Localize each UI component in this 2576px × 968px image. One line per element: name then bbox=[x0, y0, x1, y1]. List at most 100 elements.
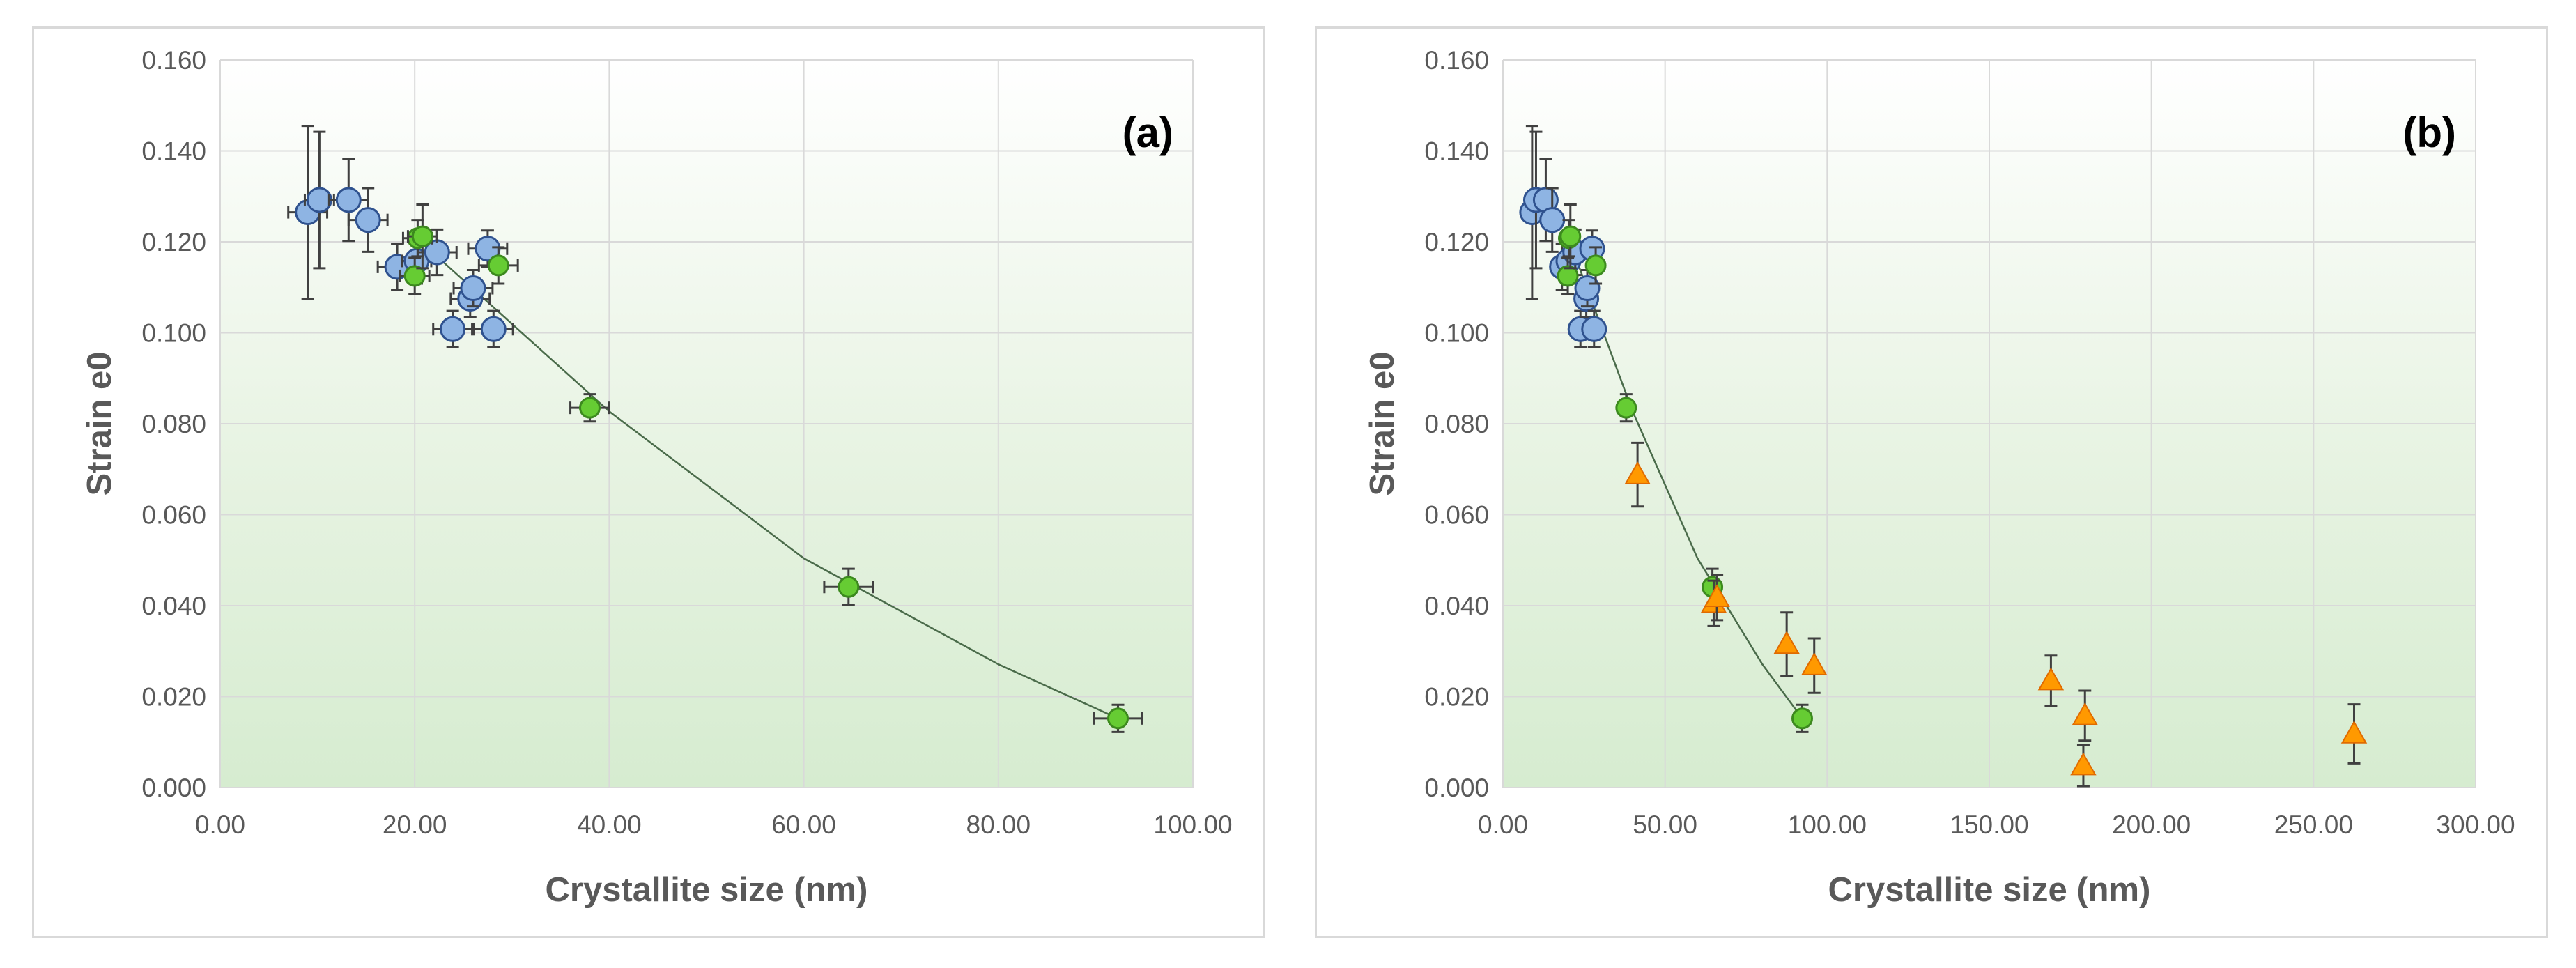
chart-a-x-tick-label: 0.00 bbox=[195, 810, 245, 839]
chart-b-y-tick-label: 0.000 bbox=[1424, 774, 1489, 802]
chart-a-circle-marker bbox=[355, 207, 381, 233]
chart-a-svg: 0.000 0.020 0.040 0.060 0.080 0.100 0.120 0.140… bbox=[81, 46, 1233, 909]
chart-b-orange-point bbox=[1704, 574, 1730, 622]
chart-b-triangle-marker bbox=[1624, 461, 1651, 484]
chart-a-y-tick-label: 0.000 bbox=[141, 774, 206, 802]
chart-b-orange-point bbox=[2340, 703, 2368, 765]
chart-b-circle-marker bbox=[1791, 707, 1814, 730]
chart-a-trendline bbox=[414, 236, 1119, 719]
chart-b-orange-point bbox=[2070, 744, 2097, 788]
chart-b-panel-label: (b) bbox=[2403, 109, 2456, 156]
chart-b-triangle-marker bbox=[1704, 584, 1730, 608]
chart-a-circle-marker bbox=[335, 187, 362, 213]
chart-a-circle-marker bbox=[838, 576, 860, 598]
chart-b-orange-point bbox=[1773, 611, 1800, 677]
chart-b-x-tick-label: 50.00 bbox=[1633, 810, 1697, 839]
chart-b-triangle-marker bbox=[2072, 702, 2098, 725]
chart-a-blue-point bbox=[452, 268, 494, 308]
chart-a-circle-marker bbox=[460, 275, 486, 302]
chart-a-panel-label: (a) bbox=[1123, 109, 1173, 156]
chart-b-y-tick-label: 0.080 bbox=[1424, 410, 1489, 438]
chart-b-y-tick-label: 0.120 bbox=[1424, 228, 1489, 256]
chart-a-blue-point bbox=[303, 130, 335, 270]
chart-b-x-tick-label: 100.00 bbox=[1788, 810, 1867, 839]
chart-a-blue-point bbox=[347, 187, 389, 253]
chart-b-x-axis-title: Crystallite size (nm) bbox=[1828, 871, 2151, 909]
chart-a-y-tick-label: 0.160 bbox=[141, 46, 206, 75]
chart-b-orange-point bbox=[1624, 441, 1651, 508]
chart-a-x-tick-label: 60.00 bbox=[771, 810, 836, 839]
chart-b-circle-marker bbox=[1615, 397, 1637, 419]
chart-a-y-tick-label: 0.120 bbox=[141, 228, 206, 256]
chart-a-green-point bbox=[399, 256, 431, 295]
chart-b-green-point bbox=[1791, 703, 1814, 733]
chart-a-circle-marker bbox=[578, 397, 601, 419]
chart-a-green-point bbox=[1093, 703, 1143, 733]
chart-a-y-axis-title: Strain e0 bbox=[81, 352, 118, 496]
chart-b-trendline bbox=[1566, 236, 1803, 719]
chart-b-y-tick-label: 0.020 bbox=[1424, 683, 1489, 712]
chart-b-x-tick-label: 150.00 bbox=[1950, 810, 2028, 839]
chart-b-green-point bbox=[1584, 246, 1607, 285]
chart-a-y-tick-label: 0.080 bbox=[141, 410, 206, 438]
chart-a-x-tick-label: 20.00 bbox=[383, 810, 447, 839]
chart-b-y-tick-label: 0.160 bbox=[1424, 46, 1489, 75]
chart-b-svg: 0.000 0.020 0.040 0.060 0.080 0.100 0.120 0.140… bbox=[1364, 46, 2515, 909]
chart-b-green-point bbox=[1615, 393, 1637, 423]
chart-a-green-point bbox=[569, 393, 610, 423]
chart-a-x-tick-label: 100.00 bbox=[1153, 810, 1232, 839]
chart-b-blue-point bbox=[1579, 229, 1605, 268]
chart-a-y-tick-label: 0.060 bbox=[141, 501, 206, 530]
chart-b-x-tick-label: 200.00 bbox=[2112, 810, 2191, 839]
chart-a-circle-marker bbox=[475, 236, 501, 262]
chart-b-triangle-marker bbox=[2070, 752, 2097, 776]
chart-a-blue-point bbox=[472, 309, 514, 348]
chart-a-circle-marker bbox=[440, 316, 466, 342]
chart-b-y-tick-label: 0.060 bbox=[1424, 501, 1489, 530]
chart-b-orange-point bbox=[2037, 654, 2065, 707]
chart-b-circle-marker bbox=[1557, 265, 1579, 287]
chart-a-blue-point bbox=[432, 309, 474, 348]
chart-a-x-axis-title: Crystallite size (nm) bbox=[546, 871, 868, 909]
chart-b-circle-marker bbox=[1581, 316, 1607, 342]
chart-b-x-tick-label: 250.00 bbox=[2274, 810, 2353, 839]
chart-a-circle-marker bbox=[1107, 707, 1129, 730]
chart-b-circle-marker bbox=[1539, 207, 1566, 233]
chart-a-circle-marker bbox=[480, 316, 507, 342]
chart-a-y-tick-label: 0.040 bbox=[141, 592, 206, 620]
chart-b-triangle-marker bbox=[1773, 631, 1800, 654]
chart-b-x-tick-label: 300.00 bbox=[2436, 810, 2515, 839]
chart-b-y-axis-title: Strain e0 bbox=[1364, 352, 1401, 496]
chart-b-triangle-marker bbox=[2340, 720, 2368, 744]
chart-a-circle-marker bbox=[411, 225, 433, 247]
chart-b-triangle-marker bbox=[1800, 652, 1828, 675]
chart-b-blue-point bbox=[1539, 187, 1566, 253]
chart-panel-a: 0.000 0.020 0.040 0.060 0.080 0.100 0.120 0.140… bbox=[32, 26, 1265, 938]
chart-b-circle-marker bbox=[1584, 254, 1607, 277]
chart-b-green-point bbox=[1559, 203, 1582, 270]
chart-b-y-tick-label: 0.040 bbox=[1424, 592, 1489, 620]
chart-b-blue-point bbox=[1581, 309, 1607, 348]
chart-b-orange-point bbox=[2072, 689, 2098, 742]
chart-b-y-tick-label: 0.100 bbox=[1424, 319, 1489, 348]
chart-a-circle-marker bbox=[487, 254, 509, 277]
chart-panel-b: 0.000 0.020 0.040 0.060 0.080 0.100 0.120 0.140… bbox=[1315, 26, 2548, 938]
chart-a-y-tick-label: 0.100 bbox=[141, 319, 206, 348]
chart-a-circle-marker bbox=[306, 187, 332, 213]
chart-a-circle-marker bbox=[403, 265, 426, 287]
chart-b-circle-marker bbox=[1559, 225, 1582, 247]
chart-b-y-tick-label: 0.140 bbox=[1424, 137, 1489, 166]
chart-a-y-tick-label: 0.140 bbox=[141, 137, 206, 166]
chart-a-x-tick-label: 80.00 bbox=[966, 810, 1031, 839]
chart-a-green-point bbox=[477, 246, 519, 285]
chart-a-blue-point bbox=[327, 158, 369, 243]
chart-a-green-point bbox=[406, 203, 438, 270]
chart-b-green-point bbox=[1557, 256, 1579, 295]
chart-b-orange-point bbox=[1800, 637, 1828, 694]
chart-a-x-tick-label: 40.00 bbox=[577, 810, 642, 839]
chart-b-triangle-marker bbox=[2037, 667, 2065, 691]
chart-b-circle-marker bbox=[1574, 275, 1601, 302]
chart-a-y-tick-label: 0.020 bbox=[141, 683, 206, 712]
chart-a-green-point bbox=[823, 567, 874, 606]
chart-b-x-tick-label: 0.00 bbox=[1478, 810, 1528, 839]
